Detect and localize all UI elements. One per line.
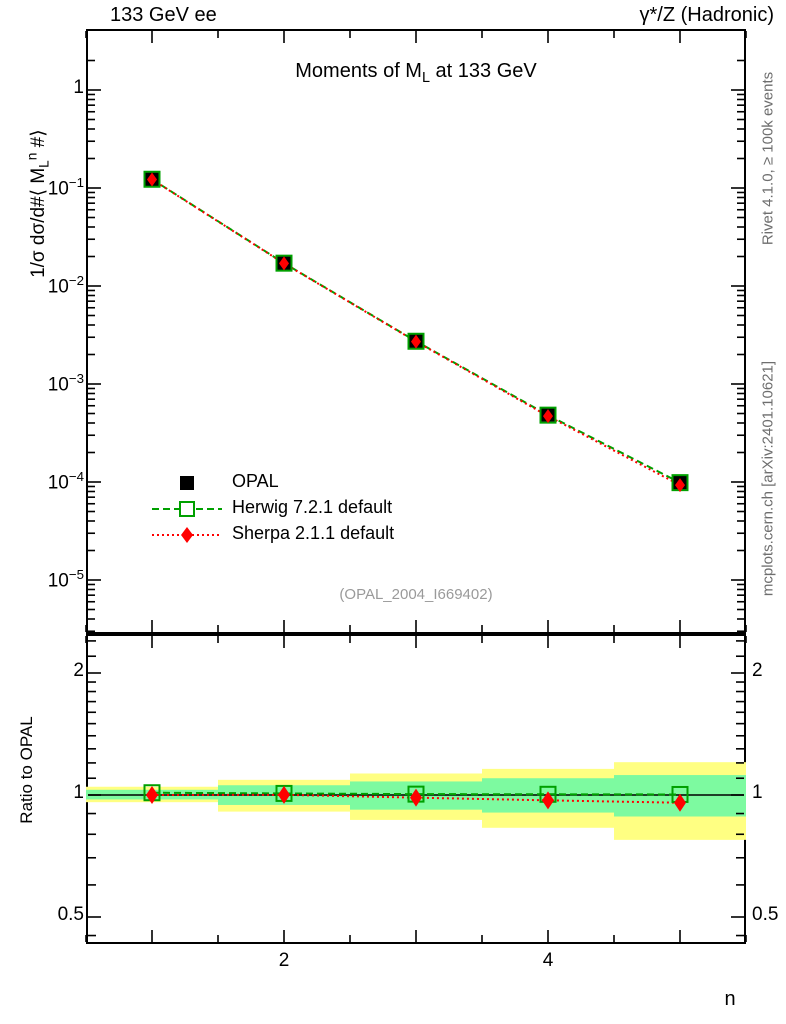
rivet-version-annotation: Rivet 4.1.0, ≥ 100k events xyxy=(759,71,777,246)
y-axis-label-prefix: 1/σ dσ/d#⟨ M xyxy=(27,167,49,278)
y-axis-tick-label: 10−1 xyxy=(47,175,84,200)
main-plot-canvas xyxy=(85,31,747,633)
y-axis-tick-label: 10−3 xyxy=(47,371,84,396)
legend: OPAL Herwig 7.2.1 default Sherpa 2.1.1 def… xyxy=(150,470,450,548)
y-axis-label-suffix: #⟩ xyxy=(27,129,49,153)
legend-marker-filled-square-icon xyxy=(150,470,224,496)
y-axis-tick-label: 1 xyxy=(73,77,84,98)
y-axis-label-sub: L xyxy=(36,160,52,168)
y-axis-label-sup: n xyxy=(24,152,40,161)
x-axis-title: n xyxy=(724,988,736,1010)
header-beam-label: 133 GeV ee xyxy=(110,4,217,26)
ratio-y-axis-label: Ratio to OPAL xyxy=(17,716,36,824)
main-plot-frame xyxy=(86,29,746,634)
mcplots-annotation: mcplots.cern.ch [arXiv:2401.10621] xyxy=(759,360,777,597)
x-axis-tick-label: 4 xyxy=(542,950,554,971)
legend-item: Sherpa 2.1.1 default xyxy=(150,522,450,548)
ratio-y-axis-tick-label: 1 xyxy=(73,782,84,803)
y-axis-tick-label: 10−2 xyxy=(47,273,84,298)
plot-title-text: Moments of M xyxy=(295,60,422,82)
legend-item: OPAL xyxy=(150,470,450,496)
legend-label: OPAL xyxy=(232,471,279,491)
legend-item: Herwig 7.2.1 default xyxy=(150,496,450,522)
ratio-plot-canvas xyxy=(85,636,747,942)
ratio-y-axis-tick-label: 2 xyxy=(73,660,84,681)
y-axis-tick-label: 10−4 xyxy=(47,469,84,494)
x-axis-tick-label: 2 xyxy=(278,950,290,971)
legend-label: Herwig 7.2.1 default xyxy=(232,497,393,517)
legend-marker-filled-diamond-icon xyxy=(150,522,224,548)
plot-title-tail: at 133 GeV xyxy=(429,60,537,82)
ratio-y-axis-tick-label: 0.5 xyxy=(752,904,779,925)
analysis-id-watermark: (OPAL_2004_I669402) xyxy=(339,586,493,603)
plot-title: Moments of ML at 133 GeV xyxy=(86,60,746,86)
ratio-y-axis-tick-label: 0.5 xyxy=(57,904,84,925)
y-axis-label: 1/σ dσ/d#⟨ MLn #⟩ xyxy=(24,0,51,414)
ratio-y-axis-tick-label: 2 xyxy=(752,660,763,681)
plot-title-sub: L xyxy=(421,70,430,87)
y-axis-tick-label: 10−5 xyxy=(47,567,84,592)
header-process-label: γ*/Z (Hadronic) xyxy=(639,4,774,26)
legend-label: Sherpa 2.1.1 default xyxy=(232,523,395,543)
ratio-y-axis-tick-label: 1 xyxy=(752,782,763,803)
legend-marker-open-square-icon xyxy=(150,496,224,522)
